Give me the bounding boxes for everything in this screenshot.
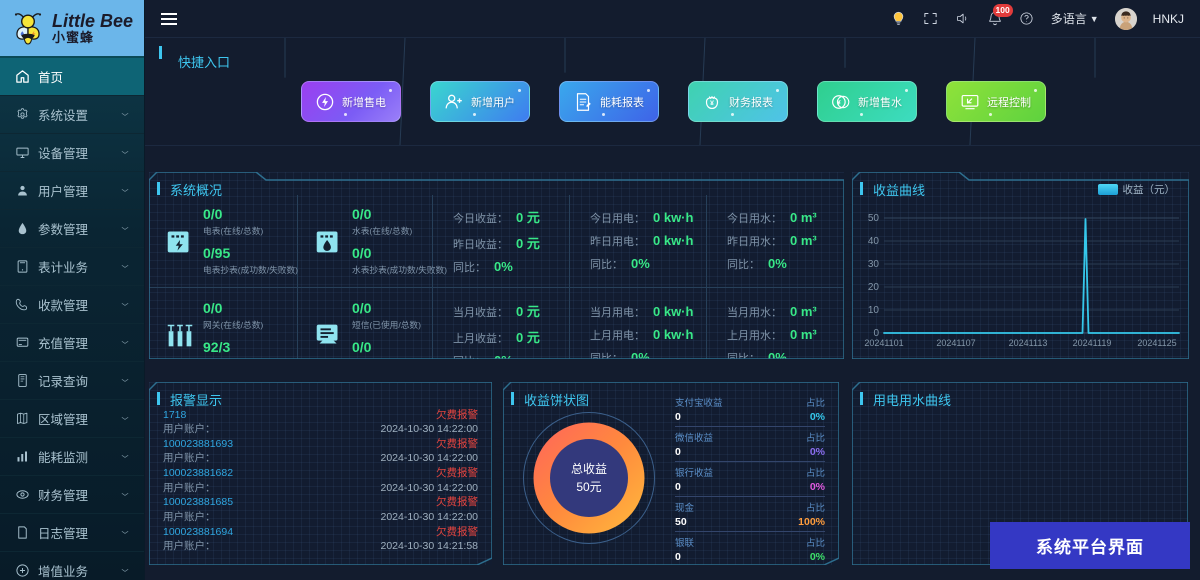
svg-text:10: 10	[868, 305, 880, 316]
svg-text:40: 40	[868, 236, 880, 247]
svg-text:30: 30	[868, 259, 880, 270]
svg-text:¥: ¥	[837, 99, 841, 106]
svg-text:20241107: 20241107	[936, 338, 975, 348]
svg-text:20: 20	[868, 282, 880, 293]
svg-text:¥: ¥	[710, 100, 714, 107]
svg-text:50: 50	[868, 213, 880, 224]
svg-text:20241101: 20241101	[864, 338, 903, 348]
svg-text:20241113: 20241113	[1009, 338, 1048, 348]
svg-text:20241119: 20241119	[1073, 338, 1112, 348]
svg-text:20241125: 20241125	[1137, 338, 1176, 348]
